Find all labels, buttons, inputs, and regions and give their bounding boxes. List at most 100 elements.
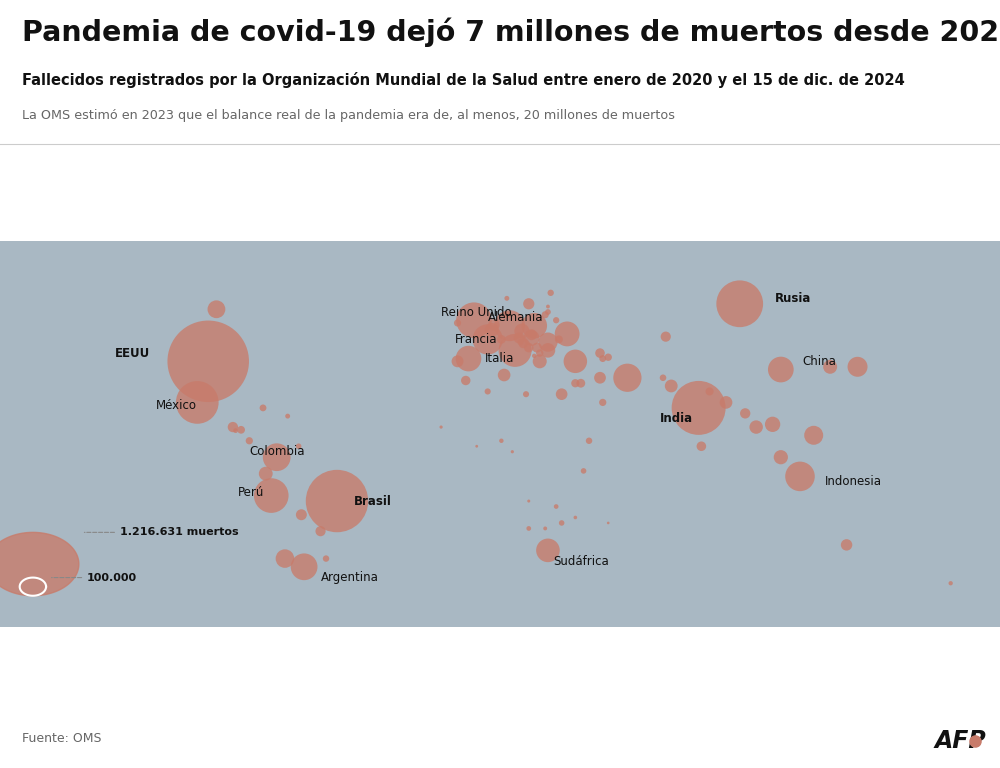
Text: 1.216.631 muertos: 1.216.631 muertos xyxy=(120,528,239,538)
Point xyxy=(532,347,548,359)
Point xyxy=(551,333,567,346)
Point xyxy=(496,369,512,381)
Point xyxy=(521,522,537,535)
Polygon shape xyxy=(0,532,79,596)
Text: Alemania: Alemania xyxy=(488,311,543,324)
Point xyxy=(263,489,279,502)
Point xyxy=(208,303,224,316)
Point xyxy=(573,377,589,389)
Point xyxy=(313,525,329,538)
Text: Argentina: Argentina xyxy=(321,571,378,584)
Text: La OMS estimó en 2023 que el balance real de la pandemia era de, al menos, 20 mi: La OMS estimó en 2023 que el balance rea… xyxy=(22,109,675,122)
Point xyxy=(258,468,274,480)
Text: Reino Unido: Reino Unido xyxy=(441,306,512,319)
Point xyxy=(554,517,570,529)
Point xyxy=(773,363,789,376)
Point xyxy=(502,319,518,332)
Point xyxy=(225,421,241,433)
Point xyxy=(543,286,559,299)
Point xyxy=(765,419,781,431)
Point xyxy=(693,440,709,452)
Point xyxy=(806,429,822,442)
Point xyxy=(773,451,789,463)
Text: Pandemia de covid-19 dejó 7 millones de muertos desde 2020: Pandemia de covid-19 dejó 7 millones de … xyxy=(22,18,1000,48)
Point xyxy=(600,351,616,363)
Text: EEUU: EEUU xyxy=(115,346,150,359)
Text: Fallecidos registrados por la Organización Mundial de la Salud entre enero de 20: Fallecidos registrados por la Organizaci… xyxy=(22,72,905,88)
Point xyxy=(486,319,502,331)
Point xyxy=(515,337,531,349)
Point xyxy=(554,388,570,400)
Text: México: México xyxy=(156,399,197,412)
Point xyxy=(450,355,466,367)
Point xyxy=(658,330,674,343)
Point xyxy=(241,435,257,447)
Point xyxy=(293,508,309,521)
Point xyxy=(655,372,671,384)
Point xyxy=(548,501,564,513)
Point xyxy=(233,424,249,436)
Point xyxy=(228,425,244,437)
Point xyxy=(792,470,808,482)
Point xyxy=(592,347,608,359)
Point xyxy=(540,300,556,313)
Point xyxy=(600,517,616,529)
Point xyxy=(466,314,482,326)
Text: Sudáfrica: Sudáfrica xyxy=(553,554,609,568)
Point xyxy=(189,396,205,409)
Point xyxy=(732,298,748,310)
Text: Francia: Francia xyxy=(455,333,497,346)
Point xyxy=(469,440,485,452)
Point xyxy=(514,325,530,337)
Point xyxy=(521,495,537,507)
Point xyxy=(592,372,608,384)
Text: Colombia: Colombia xyxy=(249,445,305,458)
Point xyxy=(822,361,838,373)
Point xyxy=(619,372,635,384)
Point xyxy=(255,402,271,414)
Point xyxy=(529,342,545,354)
Text: Indonesia: Indonesia xyxy=(825,475,882,488)
Text: 100.000: 100.000 xyxy=(87,573,137,583)
Point xyxy=(748,421,764,433)
Point xyxy=(450,317,466,329)
Point xyxy=(702,386,718,398)
Point xyxy=(576,465,592,477)
Point xyxy=(595,353,611,365)
Point xyxy=(567,377,583,389)
Text: Italia: Italia xyxy=(485,352,514,365)
Point xyxy=(540,545,556,557)
Point xyxy=(329,495,345,507)
Point xyxy=(737,407,753,419)
Point xyxy=(532,355,548,367)
Point xyxy=(521,298,537,310)
Point xyxy=(718,396,734,409)
Point xyxy=(567,355,583,367)
Point xyxy=(269,451,285,463)
Point xyxy=(581,435,597,447)
Point xyxy=(480,333,496,346)
Point xyxy=(513,336,529,348)
Point xyxy=(460,353,476,365)
Point xyxy=(524,332,540,344)
Point xyxy=(493,333,509,346)
Text: China: China xyxy=(803,355,837,368)
Text: Fuente: OMS: Fuente: OMS xyxy=(22,732,102,745)
Point xyxy=(526,319,542,332)
Point xyxy=(458,374,474,386)
Point xyxy=(537,309,553,321)
Point xyxy=(540,336,556,348)
Point xyxy=(540,306,556,318)
Point xyxy=(540,344,556,356)
Point xyxy=(850,361,866,373)
Point xyxy=(567,511,583,524)
Point xyxy=(559,328,575,340)
Point xyxy=(433,421,449,433)
Point xyxy=(480,386,496,398)
Point xyxy=(518,388,534,400)
Point xyxy=(499,292,515,304)
Point xyxy=(548,314,564,326)
Point xyxy=(280,410,296,422)
Point xyxy=(200,355,216,367)
Point xyxy=(296,561,312,573)
